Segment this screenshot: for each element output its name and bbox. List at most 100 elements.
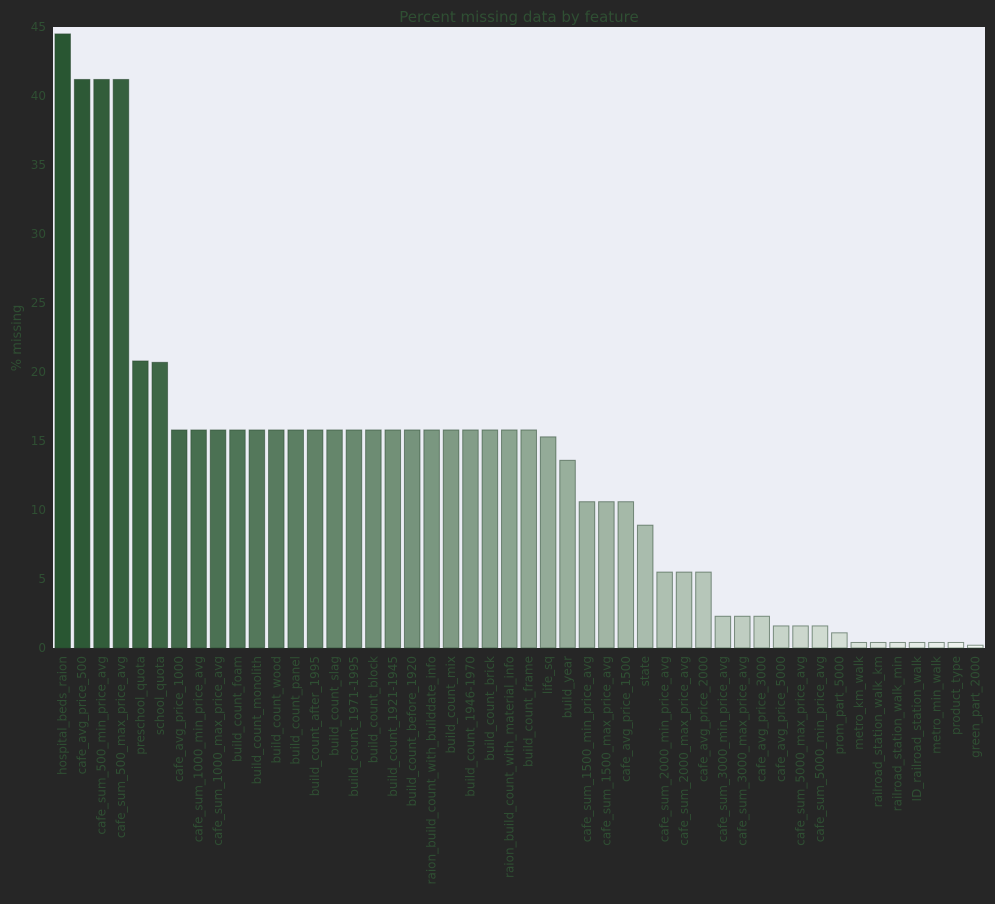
x-tick-label: green_part_2000 [968,656,982,758]
bar-cafe_sum_1500_max_price_avg [598,501,615,649]
bar-build_count_before_1920 [403,429,421,649]
x-tick-label: raion_build_count_with_material_info [502,656,516,878]
bar-build_count_after_1995 [306,429,324,649]
bar-build_count_block [365,429,382,649]
bar-build_count_monolith [248,429,266,649]
y-tick-label: 40 [31,89,46,103]
bar-cafe_sum_3000_min_price_avg [714,615,732,649]
x-tick-label: ID_railroad_station_walk [910,656,924,802]
x-tick-label: state [638,656,652,686]
bar-raion_build_count_with_material_info [501,429,518,649]
bar-metro_min_walk [928,641,945,649]
bar-cafe_avg_price_3000 [753,615,770,649]
y-tick-label: 20 [31,365,46,379]
bar-build_count_brick [481,429,499,649]
x-tick-label: build_count_monolith [250,656,264,784]
bar-cafe_avg_price_5000 [772,625,790,649]
x-tick-label: cafe_avg_price_3000 [755,656,769,782]
y-tick-label: 15 [31,434,46,448]
x-tick-label: prom_part_5000 [832,656,846,754]
x-tick-label: cafe_avg_price_5000 [774,656,788,782]
x-tick-label: build_count_1971-1995 [347,656,361,797]
x-tick-label: cafe_sum_500_min_price_avg [95,656,109,835]
x-tick-label: cafe_sum_1000_max_price_avg [211,656,225,846]
x-tick-label: school_quota [153,656,167,735]
bar-build_count_mix [442,429,460,649]
x-tick-label: build_count_slag [328,656,342,756]
bar-build_count_slag [326,429,343,649]
bar-preschool_quota [132,360,149,649]
x-tick-label: raion_build_count_with_builddate_info [425,656,439,884]
x-tick-label: cafe_avg_price_500 [75,656,89,774]
x-tick-label: cafe_sum_2000_min_price_avg [658,656,672,842]
plot-area [53,27,985,648]
bar-build_year [559,459,576,649]
bar-cafe_sum_5000_max_price_avg [792,625,809,649]
x-tick-label: life_sq [541,656,555,694]
bar-product_type [947,641,965,649]
bar-raion_build_count_with_builddate_info [423,429,440,649]
x-tick-label: railroad_station_walk_km [871,656,885,807]
bar-build_count_1921-1945 [384,429,402,649]
y-tick-label: 10 [31,503,46,517]
bar-school_quota [151,361,169,649]
x-tick-label: cafe_sum_500_max_price_avg [114,656,128,838]
x-tick-label: cafe_sum_1500_max_price_avg [599,656,613,846]
y-tick-label: 25 [31,296,46,310]
x-tick-label: build_count_after_1995 [308,656,322,796]
x-tick-label: cafe_sum_1000_min_price_avg [192,656,206,842]
bar-hospital_beds_raion [54,33,71,649]
x-tick-label: build_count_mix [444,656,458,754]
bar-cafe_sum_1000_min_price_avg [190,429,207,649]
x-tick-label: cafe_sum_1500_min_price_avg [580,656,594,842]
x-tick-label: build_count_brick [483,656,497,761]
bar-build_count_wood [268,429,285,649]
bar-cafe_sum_2000_max_price_avg [675,571,693,649]
bar-cafe_sum_5000_min_price_avg [811,625,829,649]
x-tick-label: cafe_sum_5000_min_price_avg [813,656,827,842]
bar-build_count_1946-1970 [462,429,479,649]
x-tick-label: build_count_before_1920 [405,656,419,807]
bar-cafe_sum_500_max_price_avg [112,78,130,649]
bar-cafe_sum_1500_min_price_avg [578,501,596,649]
x-tick-label: cafe_sum_2000_max_price_avg [677,656,691,846]
bar-prom_part_5000 [831,632,848,649]
x-tick-label: hospital_beds_raion [56,656,70,775]
bar-metro_km_walk [850,641,868,649]
bar-cafe_avg_price_500 [73,78,91,649]
x-tick-label: build_count_block [366,656,380,763]
x-tick-label: build_count_frame [522,656,536,767]
x-axis-ticks: hospital_beds_raion cafe_avg_price_500 caf… [56,656,983,885]
bar-build_count_frame [520,429,537,649]
x-tick-label: cafe_avg_price_2000 [696,656,710,782]
x-tick-label: preschool_quota [133,656,147,755]
chart-title: Percent missing data by feature [399,8,638,26]
bar-cafe_sum_2000_min_price_avg [656,571,673,649]
bar-cafe_avg_price_1000 [170,429,188,649]
x-tick-label: build_count_1946-1970 [463,656,477,797]
bars-group [54,33,984,649]
y-axis-label: % missing [10,305,25,371]
x-tick-label: cafe_sum_3000_max_price_avg [735,656,749,846]
x-tick-label: railroad_station_walk_min [891,656,905,811]
x-tick-label: metro_min_walk [929,656,943,754]
bar-build_count_foam [229,429,246,649]
bar-state [636,524,654,649]
y-axis-ticks: 0 5 10 15 20 25 30 35 40 45 [31,20,46,655]
bar-cafe_avg_price_2000 [695,571,712,649]
bar-build_count_panel [287,429,304,649]
y-tick-label: 5 [38,572,46,586]
y-tick-label: 45 [31,20,46,34]
y-tick-label: 0 [38,641,46,655]
bar-green_part_2000 [967,644,984,649]
x-tick-label: cafe_avg_price_1000 [172,656,186,782]
x-tick-label: build_count_wood [269,656,283,763]
x-tick-label: cafe_avg_price_1500 [619,656,633,782]
bar-railroad_station_walk_km [869,641,887,649]
x-tick-label: cafe_sum_3000_min_price_avg [716,656,730,842]
x-tick-label: build_count_foam [230,656,244,762]
y-tick-label: 35 [31,158,46,172]
bar-life_sq [539,436,557,649]
bar-cafe_avg_price_1500 [617,501,635,649]
